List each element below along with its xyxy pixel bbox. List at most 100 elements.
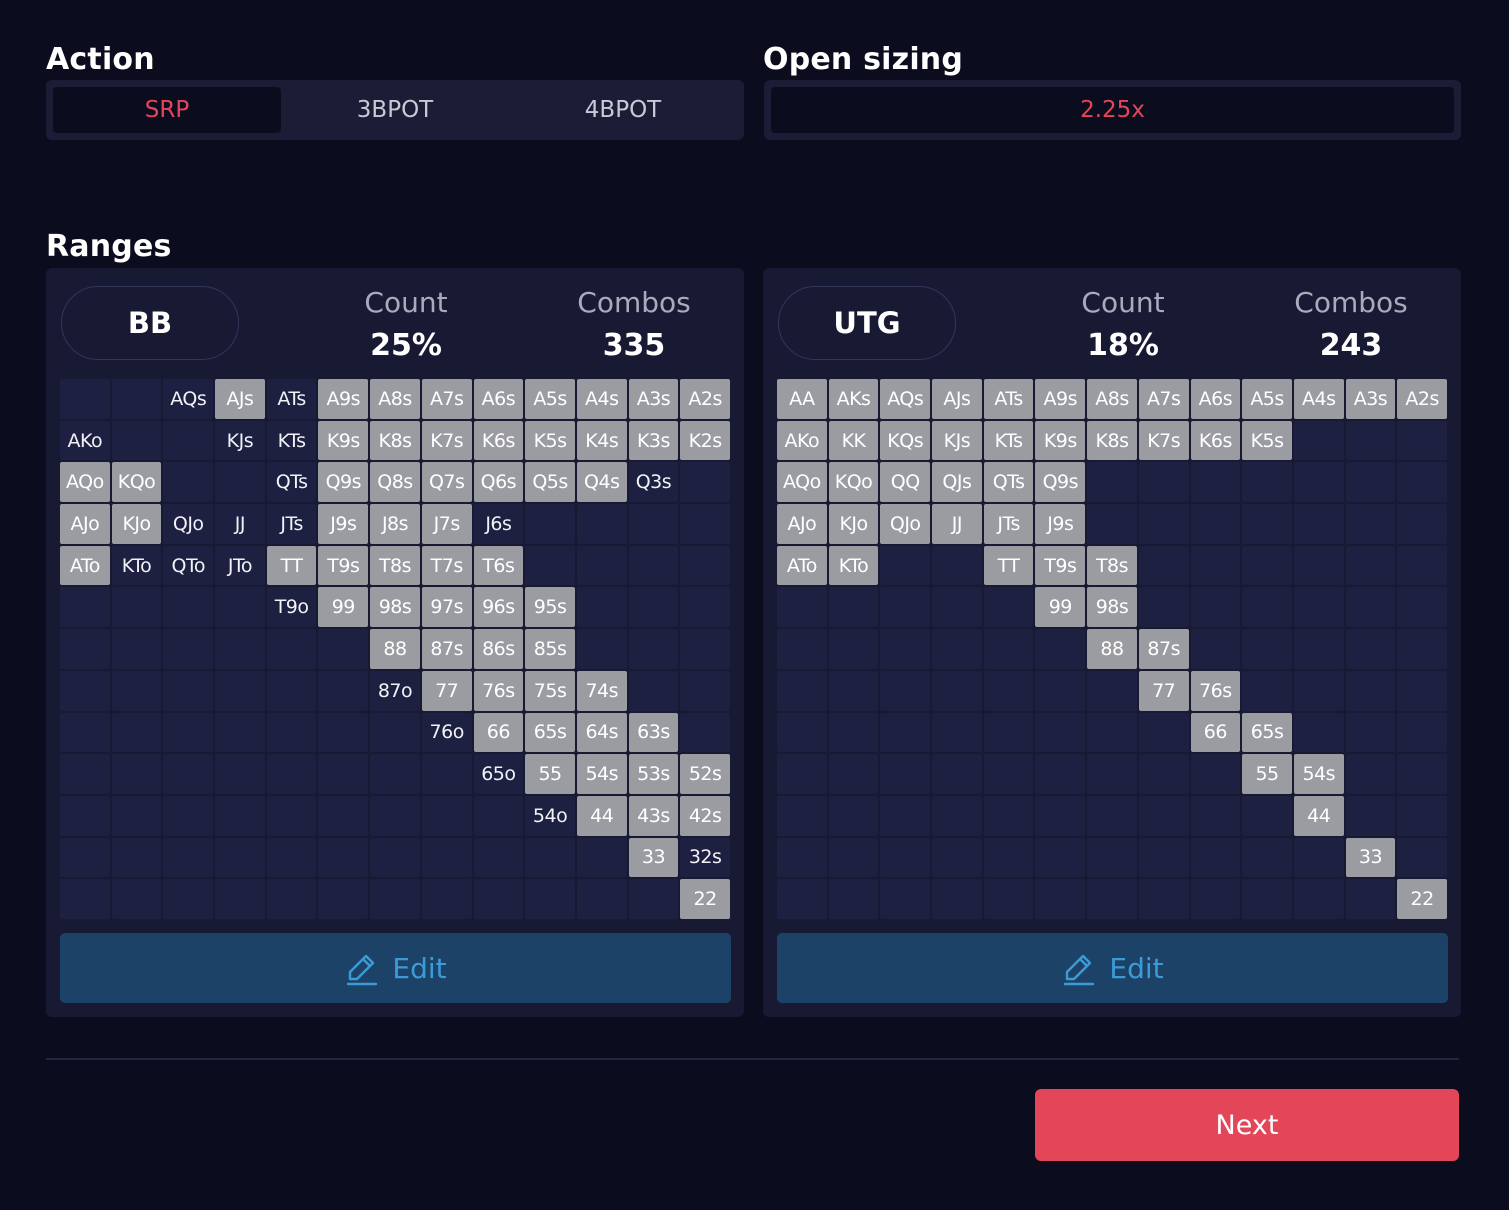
- hand-cell[interactable]: Q4s: [576, 462, 627, 503]
- hand-cell[interactable]: A2s: [1397, 379, 1447, 419]
- hand-cell[interactable]: [266, 670, 317, 711]
- hand-cell[interactable]: [111, 629, 162, 669]
- hand-cell[interactable]: [163, 712, 214, 753]
- hand-cell[interactable]: [163, 629, 214, 669]
- hand-cell[interactable]: [1138, 795, 1189, 836]
- hand-cell[interactable]: [473, 879, 524, 919]
- hand-cell[interactable]: J8s: [370, 504, 420, 544]
- hand-cell[interactable]: [1242, 670, 1292, 711]
- hand-cell[interactable]: [1190, 587, 1241, 628]
- hand-cell[interactable]: JJ: [215, 504, 265, 544]
- hand-cell[interactable]: [983, 795, 1034, 836]
- hand-cell[interactable]: 33: [628, 837, 679, 878]
- hand-cell[interactable]: 55: [1242, 754, 1292, 794]
- hand-cell[interactable]: [421, 879, 472, 919]
- hand-cell[interactable]: A3s: [1345, 379, 1396, 419]
- hand-cell[interactable]: [60, 754, 110, 794]
- hand-cell[interactable]: 76s: [473, 670, 524, 711]
- hand-cell[interactable]: A7s: [421, 379, 472, 419]
- hand-cell[interactable]: [1242, 795, 1292, 836]
- hand-cell[interactable]: [828, 670, 879, 711]
- hand-cell[interactable]: [318, 879, 369, 919]
- hand-cell[interactable]: [628, 545, 679, 586]
- hand-cell[interactable]: [1190, 837, 1241, 878]
- hand-cell[interactable]: A6s: [1190, 379, 1241, 419]
- hand-cell[interactable]: 43s: [628, 795, 679, 836]
- hand-cell[interactable]: [932, 629, 982, 669]
- hand-cell[interactable]: J9s: [1035, 504, 1086, 544]
- hand-cell[interactable]: [880, 587, 931, 628]
- hand-cell[interactable]: A5s: [1242, 379, 1292, 419]
- hand-cell[interactable]: [1345, 587, 1396, 628]
- hand-cell[interactable]: [370, 879, 420, 919]
- hand-cell[interactable]: [777, 795, 827, 836]
- hand-cell[interactable]: KQo: [828, 462, 879, 503]
- hand-cell[interactable]: [163, 879, 214, 919]
- hand-cell[interactable]: [880, 670, 931, 711]
- hand-cell[interactable]: [1397, 712, 1447, 753]
- hand-cell[interactable]: [1190, 545, 1241, 586]
- hand-cell[interactable]: Q8s: [370, 462, 420, 503]
- hand-cell[interactable]: [628, 670, 679, 711]
- hand-cell[interactable]: [1190, 879, 1241, 919]
- hand-cell[interactable]: 54s: [1293, 754, 1344, 794]
- hand-cell[interactable]: [1397, 754, 1447, 794]
- hand-cell[interactable]: K3s: [628, 420, 679, 461]
- hand-cell[interactable]: [828, 629, 879, 669]
- hand-cell[interactable]: 54s: [576, 754, 627, 794]
- hand-cell[interactable]: [163, 462, 214, 503]
- hand-cell[interactable]: [932, 545, 982, 586]
- hand-cell[interactable]: Q3s: [628, 462, 679, 503]
- hand-cell[interactable]: [983, 754, 1034, 794]
- hand-cell[interactable]: [60, 712, 110, 753]
- hand-cell[interactable]: [60, 879, 110, 919]
- hand-cell[interactable]: A8s: [370, 379, 420, 419]
- hand-cell[interactable]: ATo: [777, 545, 827, 586]
- hand-cell[interactable]: [111, 712, 162, 753]
- hand-cell[interactable]: 96s: [473, 587, 524, 628]
- hand-cell[interactable]: [60, 837, 110, 878]
- hand-cell[interactable]: [1242, 504, 1292, 544]
- hand-cell[interactable]: [1138, 504, 1189, 544]
- hand-cell[interactable]: [680, 587, 730, 628]
- hand-cell[interactable]: [370, 712, 420, 753]
- hand-cell[interactable]: 97s: [421, 587, 472, 628]
- hand-cell[interactable]: [1035, 754, 1086, 794]
- hand-cell[interactable]: [1242, 879, 1292, 919]
- hand-cell[interactable]: [421, 754, 472, 794]
- hand-cell[interactable]: [266, 837, 317, 878]
- hand-cell[interactable]: [680, 462, 730, 503]
- hand-cell[interactable]: [111, 587, 162, 628]
- hand-cell[interactable]: [1345, 420, 1396, 461]
- hand-cell[interactable]: AQo: [60, 462, 110, 503]
- hand-cell[interactable]: 77: [1138, 670, 1189, 711]
- hand-cell[interactable]: [932, 712, 982, 753]
- hand-cell[interactable]: [1397, 462, 1447, 503]
- hand-cell[interactable]: [1242, 629, 1292, 669]
- hand-cell[interactable]: [576, 837, 627, 878]
- hand-cell[interactable]: [421, 795, 472, 836]
- hand-cell[interactable]: [680, 545, 730, 586]
- hand-cell[interactable]: 74s: [576, 670, 627, 711]
- hand-cell[interactable]: [777, 670, 827, 711]
- hand-cell[interactable]: [1087, 462, 1137, 503]
- hand-cell[interactable]: [215, 670, 265, 711]
- hand-cell[interactable]: 42s: [680, 795, 730, 836]
- hand-cell[interactable]: T8s: [1087, 545, 1137, 586]
- hand-cell[interactable]: A7s: [1138, 379, 1189, 419]
- hand-cell[interactable]: QTs: [266, 462, 317, 503]
- hand-cell[interactable]: 64s: [576, 712, 627, 753]
- hand-cell[interactable]: 32s: [680, 837, 730, 878]
- hand-cell[interactable]: [111, 795, 162, 836]
- hand-cell[interactable]: KK: [828, 420, 879, 461]
- hand-cell[interactable]: [215, 587, 265, 628]
- hand-cell[interactable]: 53s: [628, 754, 679, 794]
- hand-cell[interactable]: [1035, 795, 1086, 836]
- hand-cell[interactable]: [1397, 587, 1447, 628]
- hand-cell[interactable]: [1242, 587, 1292, 628]
- hand-cell[interactable]: AKs: [828, 379, 879, 419]
- hand-cell[interactable]: [111, 754, 162, 794]
- hand-cell[interactable]: 66: [473, 712, 524, 753]
- hand-cell[interactable]: A8s: [1087, 379, 1137, 419]
- hand-cell[interactable]: [1190, 795, 1241, 836]
